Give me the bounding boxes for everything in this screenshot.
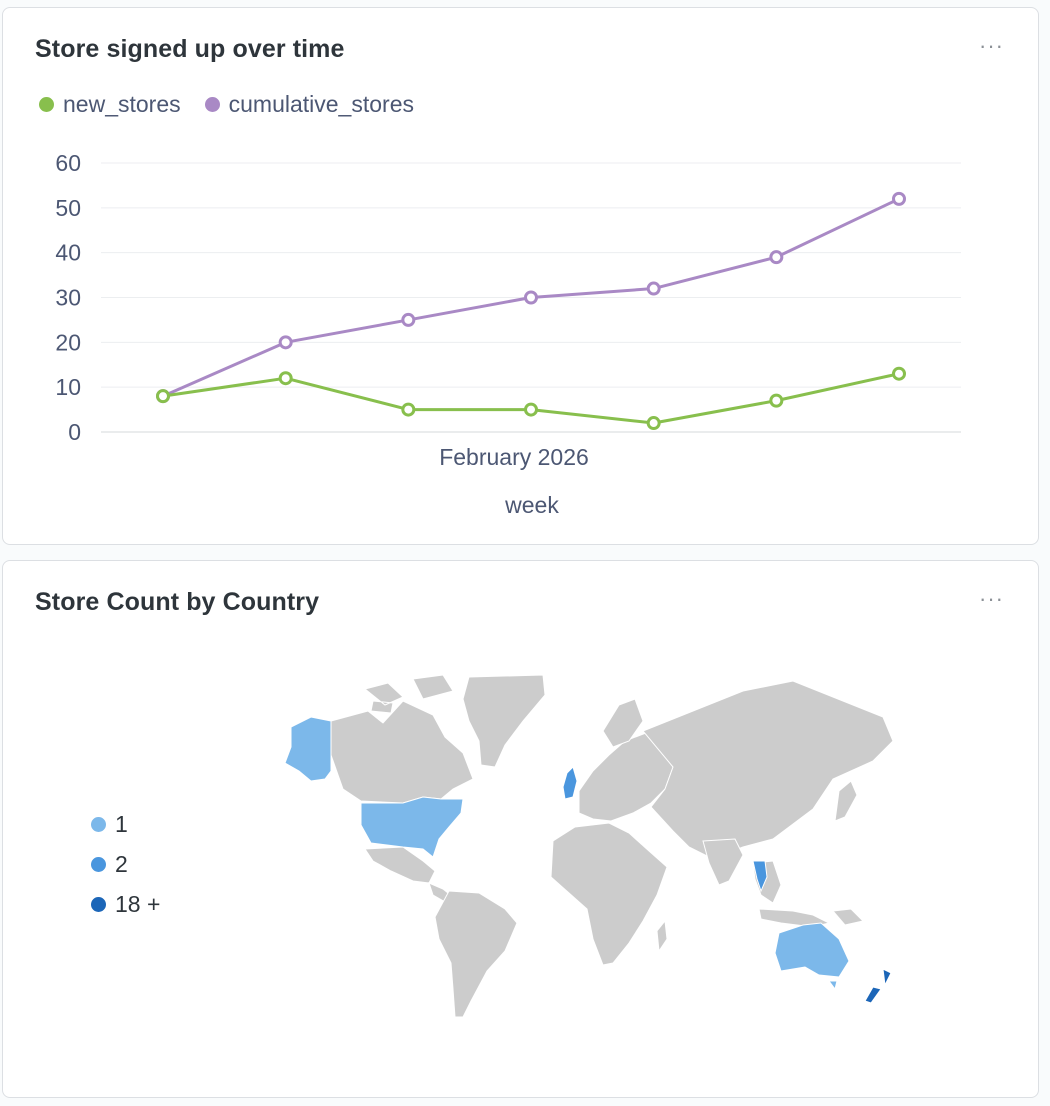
data-point-cumulative-stores[interactable] bbox=[892, 191, 906, 206]
data-point-new-stores[interactable] bbox=[401, 402, 416, 417]
y-tick-label: 0 bbox=[68, 419, 81, 445]
data-point-cumulative-stores[interactable] bbox=[278, 335, 293, 350]
x-axis-label: week bbox=[504, 492, 559, 518]
legend-item-cumulative-stores[interactable]: cumulative_stores bbox=[204, 91, 414, 118]
map-region-madagascar bbox=[656, 919, 668, 953]
data-point-new-stores[interactable] bbox=[769, 393, 784, 408]
map-legend-item: 18 + bbox=[91, 884, 160, 924]
map-region-india bbox=[702, 838, 744, 886]
map-region-tasmania bbox=[828, 980, 838, 991]
data-point-cumulative-stores[interactable] bbox=[646, 281, 661, 296]
y-tick-label: 40 bbox=[55, 240, 81, 266]
map-region-south-america bbox=[434, 890, 518, 1018]
map-legend-item: 2 bbox=[91, 844, 160, 884]
y-tick-label: 30 bbox=[55, 285, 81, 311]
map-region-greenland bbox=[462, 674, 546, 768]
data-point-new-stores[interactable] bbox=[524, 402, 538, 417]
map-legend-label: 2 bbox=[115, 850, 128, 877]
data-point-cumulative-stores[interactable] bbox=[401, 312, 416, 327]
data-point-cumulative-stores[interactable] bbox=[769, 250, 784, 265]
data-point-cumulative-stores[interactable] bbox=[524, 290, 538, 305]
map-region-papua bbox=[832, 908, 864, 926]
map-region-scandinavia bbox=[602, 698, 644, 748]
y-tick-label: 20 bbox=[55, 329, 81, 355]
map-legend-dot bbox=[91, 896, 106, 912]
map-region-alaska bbox=[284, 716, 332, 782]
legend-label: cumulative_stores bbox=[228, 91, 414, 117]
map-region-uk bbox=[562, 766, 578, 800]
map-legend: 1 2 18 + bbox=[91, 804, 160, 924]
y-tick-label: 50 bbox=[55, 195, 81, 221]
chart-legend: new_stores cumulative_stores bbox=[39, 91, 414, 118]
legend-dot bbox=[39, 97, 54, 112]
more-options-icon[interactable]: ··· bbox=[979, 586, 1004, 611]
map-region-canada bbox=[330, 700, 474, 804]
line-chart: 0 10 20 30 40 50 60 February 2026 week bbox=[55, 150, 961, 518]
data-point-new-stores[interactable] bbox=[646, 416, 661, 431]
legend-item-new-stores[interactable]: new_stores bbox=[39, 91, 181, 118]
legend-label: new_stores bbox=[63, 91, 181, 117]
data-point-new-stores[interactable] bbox=[156, 389, 170, 404]
map-region-new-zealand bbox=[864, 968, 892, 1004]
data-point-new-stores[interactable] bbox=[278, 371, 293, 386]
more-options-icon[interactable]: ··· bbox=[979, 33, 1004, 58]
map-region-asia bbox=[642, 680, 894, 860]
map-region-mexico bbox=[364, 846, 436, 884]
legend-dot bbox=[204, 97, 220, 112]
map-legend-dot bbox=[91, 816, 106, 832]
map-legend-item: 1 bbox=[91, 804, 160, 844]
store-signups-card: Store signed up over time ··· new_stores… bbox=[2, 7, 1039, 545]
map-region-africa bbox=[550, 822, 668, 966]
data-point-new-stores[interactable] bbox=[892, 366, 906, 381]
store-count-by-country-card: Store Count by Country ··· 1 2 18 + bbox=[2, 560, 1039, 1098]
map-region-usa bbox=[360, 796, 464, 858]
map-region-japan bbox=[834, 780, 858, 822]
world-map bbox=[284, 674, 894, 1018]
y-tick-label: 10 bbox=[55, 374, 81, 400]
map-region-thailand bbox=[752, 860, 768, 893]
map-legend-dot bbox=[91, 856, 106, 872]
map-region-arctic-islands bbox=[363, 674, 454, 714]
map-legend-label: 18 + bbox=[115, 890, 161, 917]
map-region-australia bbox=[774, 922, 850, 978]
y-tick-label: 60 bbox=[55, 150, 81, 176]
card-title: Store signed up over time bbox=[35, 35, 345, 63]
card-title: Store Count by Country bbox=[35, 588, 320, 616]
map-legend-label: 1 bbox=[115, 810, 128, 837]
x-tick-label: February 2026 bbox=[439, 444, 589, 470]
